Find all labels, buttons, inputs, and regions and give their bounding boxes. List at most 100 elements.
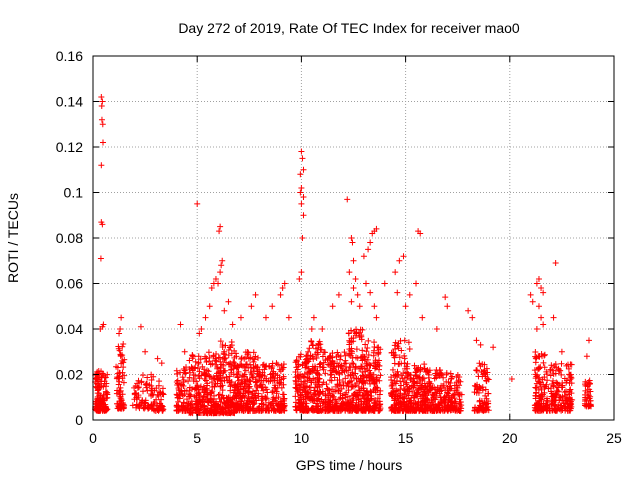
- x-tick-label: 10: [294, 430, 310, 446]
- data-point: [377, 372, 384, 379]
- data-point: [538, 285, 545, 292]
- data-point: [118, 314, 125, 321]
- data-point: [453, 382, 460, 389]
- data-point: [217, 383, 224, 390]
- data-point: [448, 375, 455, 382]
- data-point: [365, 392, 372, 399]
- data-point: [367, 395, 374, 402]
- data-point: [335, 352, 342, 359]
- data-point: [306, 384, 313, 391]
- data-point: [305, 388, 312, 395]
- data-point: [188, 409, 195, 416]
- data-point: [271, 377, 278, 384]
- data-point: [262, 384, 269, 391]
- data-point: [309, 342, 316, 349]
- data-point: [353, 375, 360, 382]
- data-point: [471, 389, 478, 396]
- data-point: [121, 356, 128, 363]
- data-point: [424, 382, 431, 389]
- data-point: [260, 407, 267, 414]
- data-point: [568, 403, 575, 410]
- data-point: [215, 403, 222, 410]
- data-point: [414, 366, 421, 373]
- data-point: [430, 401, 437, 408]
- data-point: [242, 367, 249, 374]
- data-point: [585, 402, 592, 409]
- data-point: [137, 323, 144, 330]
- data-point: [318, 346, 325, 353]
- data-point: [452, 398, 459, 405]
- data-point: [297, 189, 304, 196]
- data-point: [560, 400, 567, 407]
- data-point: [263, 375, 270, 382]
- data-point: [116, 378, 123, 385]
- data-point: [538, 386, 545, 393]
- data-point: [348, 377, 355, 384]
- data-point: [243, 361, 250, 368]
- data-point: [373, 225, 380, 232]
- data-point: [276, 374, 283, 381]
- data-point: [142, 399, 149, 406]
- data-point: [401, 375, 408, 382]
- data-point: [433, 326, 440, 332]
- data-point: [424, 368, 431, 375]
- data-point: [398, 360, 405, 367]
- y-tick-label: 0: [75, 412, 83, 428]
- data-point: [193, 392, 200, 399]
- data-point: [457, 407, 464, 414]
- data-point: [300, 373, 307, 380]
- data-point: [248, 303, 255, 310]
- data-point: [361, 377, 368, 384]
- data-point: [241, 364, 248, 371]
- data-point: [583, 353, 590, 360]
- data-point: [274, 377, 281, 384]
- data-point: [217, 365, 224, 372]
- data-point: [242, 354, 249, 361]
- data-point: [97, 401, 104, 408]
- data-point: [533, 405, 540, 412]
- data-point: [333, 369, 340, 376]
- data-point: [374, 395, 381, 402]
- data-point: [292, 404, 299, 411]
- data-point: [239, 379, 246, 386]
- data-point: [475, 389, 482, 396]
- data-point: [558, 360, 565, 367]
- data-point: [438, 370, 445, 377]
- data-point: [349, 369, 356, 376]
- data-point: [550, 314, 557, 321]
- data-point: [210, 353, 217, 360]
- data-point: [203, 387, 210, 394]
- data-point: [349, 239, 356, 246]
- data-point: [358, 333, 365, 340]
- data-point: [298, 269, 305, 276]
- data-point: [366, 361, 373, 368]
- data-point: [98, 401, 105, 408]
- data-point: [233, 353, 240, 360]
- data-point: [99, 121, 106, 128]
- data-point: [344, 380, 351, 387]
- data-point: [349, 383, 356, 390]
- data-point: [346, 269, 353, 276]
- data-point: [120, 379, 127, 386]
- data-point: [392, 380, 399, 387]
- data-point: [376, 357, 383, 364]
- data-point: [233, 401, 240, 408]
- data-point: [402, 303, 409, 310]
- data-point: [300, 194, 307, 201]
- data-point: [117, 384, 124, 391]
- data-point: [393, 371, 400, 378]
- data-point: [541, 389, 548, 396]
- data-point: [448, 385, 455, 392]
- data-point: [100, 321, 107, 328]
- data-point: [263, 362, 270, 369]
- data-point: [223, 410, 230, 417]
- data-point: [324, 401, 331, 408]
- data-point: [292, 393, 299, 400]
- data-point: [156, 400, 163, 407]
- data-point: [120, 341, 127, 348]
- data-point: [477, 341, 484, 348]
- data-point: [223, 374, 230, 381]
- data-point: [367, 239, 374, 246]
- data-point: [271, 384, 278, 391]
